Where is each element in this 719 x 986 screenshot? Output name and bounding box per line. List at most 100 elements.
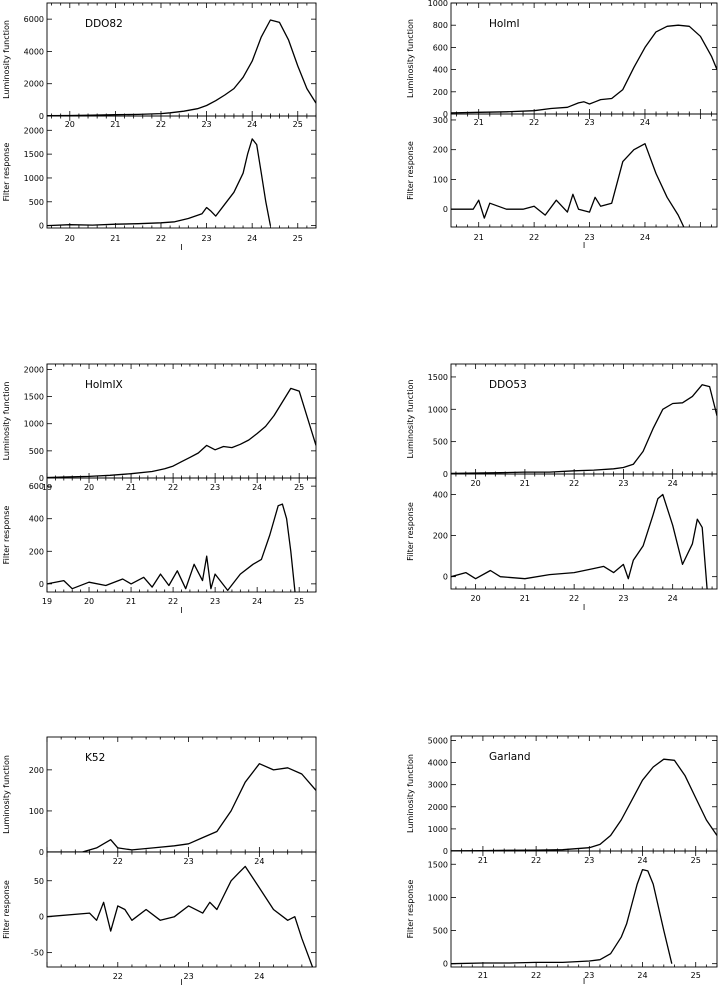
panel-frame: [450, 473, 718, 590]
y-tick-label: 4000: [24, 47, 44, 56]
x-tick-label: 21: [520, 594, 530, 603]
x-tick-label: 23: [584, 233, 594, 242]
y-axis-label: Luminosity function: [2, 20, 11, 99]
y-tick-label: 2000: [428, 803, 448, 812]
x-tick-label: 21: [478, 971, 488, 980]
x-axis-label: I: [583, 241, 585, 250]
y-tick-label: 1000: [24, 174, 44, 183]
x-tick-label: 24: [637, 971, 647, 980]
y-axis-label: Filter response: [2, 880, 11, 939]
x-tick-label: 23: [183, 972, 193, 981]
x-tick-label: 21: [110, 234, 120, 243]
y-tick-label: 0: [39, 848, 44, 857]
y-tick-label: 0: [443, 960, 448, 969]
x-tick-label: 23: [584, 971, 594, 980]
y-axis-label: Luminosity function: [406, 754, 415, 833]
series-line: [47, 503, 296, 592]
x-tick-label: 23: [210, 483, 220, 492]
x-tick-label: 22: [569, 594, 579, 603]
y-tick-label: 800: [433, 21, 448, 30]
y-tick-label: 2000: [24, 126, 44, 135]
y-tick-label: 200: [29, 766, 44, 775]
y-axis-label: Filter response: [2, 143, 11, 202]
y-tick-label: 6000: [24, 15, 44, 24]
x-tick-label: 25: [293, 234, 303, 243]
chart-title: DDO82: [85, 18, 123, 30]
x-axis-label: I: [180, 606, 182, 615]
y-tick-label: 0: [443, 470, 448, 479]
y-tick-label: 200: [433, 532, 448, 541]
y-tick-label: -50: [31, 949, 44, 958]
x-axis-label: I: [583, 603, 585, 612]
x-tick-label: 20: [65, 234, 75, 243]
x-tick-label: 20: [471, 479, 481, 488]
chart-3: 0 500 1000 1500 20 21 22 23 24 Luminosity functio…: [406, 363, 718, 612]
x-tick-label: 22: [529, 118, 539, 127]
y-tick-label: 100: [29, 807, 44, 816]
x-tick-label: 25: [293, 120, 303, 129]
y-tick-label: 500: [433, 927, 448, 936]
x-tick-label: 21: [126, 483, 136, 492]
y-tick-label: 0: [443, 205, 448, 214]
top-panel: 0 200 400 600 800 1000 21 22 23 24 Luminosity func…: [406, 0, 718, 127]
x-tick-label: 22: [529, 233, 539, 242]
x-tick-label: 24: [247, 234, 257, 243]
x-tick-label: 25: [294, 483, 304, 492]
panel-frame: [450, 113, 718, 228]
x-tick-label: 21: [520, 479, 530, 488]
x-tick-label: 24: [668, 479, 678, 488]
series-line: [451, 24, 717, 114]
y-tick-label: 1000: [428, 0, 448, 8]
y-tick-label: 600: [433, 43, 448, 52]
top-panel: 0 2000 4000 6000 20 21 22 23 24 25 Luminosity func…: [2, 2, 317, 129]
x-tick-label: 21: [126, 597, 136, 606]
y-tick-label: 500: [29, 198, 44, 207]
y-tick-label: 1000: [24, 420, 44, 429]
x-tick-label: 20: [471, 594, 481, 603]
bottom-panel: -50 0 50 22 23 24 Filter response: [2, 851, 317, 981]
x-tick-label: 19: [42, 597, 52, 606]
y-tick-label: 200: [433, 88, 448, 97]
y-tick-label: 1500: [24, 393, 44, 402]
y-axis-label: Luminosity function: [406, 19, 415, 98]
x-tick-label: 23: [618, 479, 628, 488]
y-tick-label: 1500: [428, 373, 448, 382]
series-line: [47, 387, 316, 478]
top-panel: 0 500 1000 1500 20 21 22 23 24 Luminosity functio…: [406, 363, 718, 488]
y-tick-label: 600: [29, 482, 44, 491]
x-tick-label: 23: [210, 597, 220, 606]
x-tick-label: 24: [640, 118, 650, 127]
top-panel: 0 1000 2000 3000 4000 5000 21 22 23 24 25 Luminosit…: [406, 735, 718, 865]
x-tick-label: 22: [168, 597, 178, 606]
x-tick-label: 24: [254, 857, 264, 866]
x-tick-label: 21: [110, 120, 120, 129]
y-axis-label: Filter response: [2, 506, 11, 565]
panel-frame: [46, 115, 317, 229]
bottom-panel: 0 100 200 300 21 22 23 24 Filter response: [406, 113, 718, 242]
x-tick-label: 24: [637, 856, 647, 865]
x-tick-label: 21: [478, 856, 488, 865]
x-tick-label: 22: [531, 856, 541, 865]
chart-4: 0 100 200 22 23 24 Luminosity function -50 0 50 22…: [2, 736, 317, 986]
x-tick-label: 22: [569, 479, 579, 488]
chart-title: HolmIX: [85, 379, 123, 391]
y-tick-label: 2000: [24, 365, 44, 374]
y-tick-label: 1000: [428, 825, 448, 834]
y-tick-label: 500: [29, 447, 44, 456]
y-axis-label: Filter response: [406, 141, 415, 200]
bottom-panel: 0 500 1000 1500 2000 20 21 22 23 24 25 Filter respo…: [2, 115, 317, 243]
x-axis-label: I: [180, 978, 182, 986]
x-tick-label: 24: [254, 972, 264, 981]
x-tick-label: 22: [113, 857, 123, 866]
y-axis-label: Filter response: [406, 880, 415, 939]
y-tick-label: 300: [433, 116, 448, 125]
x-tick-label: 23: [584, 856, 594, 865]
y-tick-label: 50: [34, 877, 44, 886]
chart-title: DDO53: [489, 379, 527, 391]
y-tick-label: 400: [433, 491, 448, 500]
chart-0: 0 2000 4000 6000 20 21 22 23 24 25 Luminosity func…: [2, 2, 317, 252]
series-line: [451, 758, 717, 851]
series-line: [451, 384, 717, 474]
chart-title: HolmI: [489, 18, 520, 30]
